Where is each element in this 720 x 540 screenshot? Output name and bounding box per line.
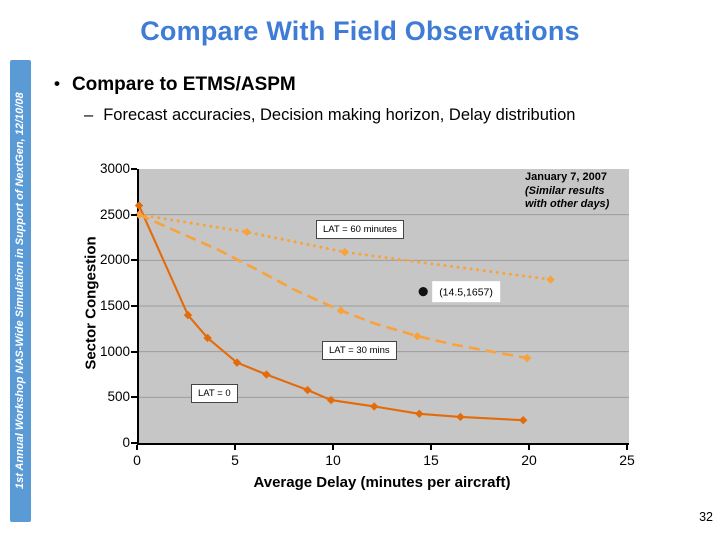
annotation-lat-0: LAT = 0 [191, 384, 238, 403]
sidebar-banner: 1st Annual Workshop NAS-Wide Simulation … [10, 60, 31, 522]
x-tick-mark [626, 445, 628, 450]
sub-bullet-item: – Forecast accuracies, Decision making ho… [84, 106, 575, 125]
y-tick-mark [131, 259, 137, 262]
x-tick-mark [430, 445, 432, 450]
series-marker [518, 415, 528, 425]
chart-note-line1: January 7, 2007 [525, 171, 607, 183]
series-marker [242, 227, 251, 237]
x-axis-title: Average Delay (minutes per aircraft) [253, 474, 511, 491]
series-marker [340, 247, 349, 257]
series-marker [546, 275, 555, 284]
page-title: Compare With Field Observations [140, 16, 580, 46]
x-tick-label: 0 [133, 452, 141, 468]
y-tick-mark [131, 350, 137, 353]
series-marker [370, 402, 379, 411]
y-tick-label: 500 [107, 389, 130, 405]
y-tick-label: 2500 [99, 206, 130, 222]
y-tick-label: 2000 [99, 252, 130, 268]
chart-plot-area: (14.5,1657) January 7, 2007 (Similar res… [134, 169, 629, 445]
series-marker [134, 201, 144, 210]
x-tick-label: 10 [325, 452, 341, 468]
y-tick-label: 3000 [99, 161, 130, 176]
x-tick-mark [332, 445, 334, 450]
series-marker [413, 331, 422, 341]
series-marker [456, 412, 465, 422]
sub-bullet-marker: – [84, 106, 94, 124]
series-marker [303, 385, 312, 395]
series-marker [203, 333, 212, 343]
chart-note: January 7, 2007 (Similar results with ot… [525, 171, 629, 212]
x-tick-mark [234, 445, 236, 450]
annotation-point-dot [418, 287, 428, 297]
x-tick-label: 5 [231, 452, 239, 468]
bullet-text: Compare to ETMS/ASPM [71, 74, 296, 95]
y-tick-mark [131, 396, 137, 399]
series-marker [522, 353, 532, 363]
series-marker [262, 370, 271, 379]
y-tick-mark [131, 442, 137, 444]
y-tick-label: 0 [122, 435, 130, 450]
bullet-marker: • [54, 74, 60, 93]
sub-bullet-text: Forecast accuracies, Decision making hor… [103, 106, 576, 124]
series-marker [232, 358, 242, 367]
x-tick-mark [136, 445, 138, 450]
y-tick-mark [131, 168, 137, 170]
series-line-dotted [137, 213, 553, 282]
annotation-point-label: (14.5,1657) [439, 286, 493, 298]
series-marker [326, 395, 336, 405]
y-tick-label: 1000 [99, 343, 130, 359]
y-tick-mark [131, 213, 137, 216]
annotation-lat-60: LAT = 60 minutes [316, 220, 404, 239]
x-tick-mark [528, 445, 530, 450]
bullet-item: • Compare to ETMS/ASPM [54, 74, 296, 96]
y-tick-label: 1500 [99, 298, 130, 313]
chart-note-line3: with other days) [525, 198, 610, 210]
annotation-point-box [432, 281, 501, 303]
chart-series-svg: (14.5,1657) [134, 201, 629, 425]
series-marker [415, 409, 424, 418]
sidebar-banner-text: 1st Annual Workshop NAS-Wide Simulation … [14, 92, 26, 490]
x-tick-label: 25 [619, 452, 635, 468]
y-tick-mark [131, 305, 137, 307]
page-number: 32 [699, 510, 713, 524]
annotation-lat-30: LAT = 30 mins [322, 341, 397, 360]
x-tick-label: 20 [521, 452, 537, 468]
chart-note-line2: (Similar results [525, 184, 605, 197]
x-tick-label: 15 [423, 452, 439, 468]
series-marker [336, 306, 346, 315]
